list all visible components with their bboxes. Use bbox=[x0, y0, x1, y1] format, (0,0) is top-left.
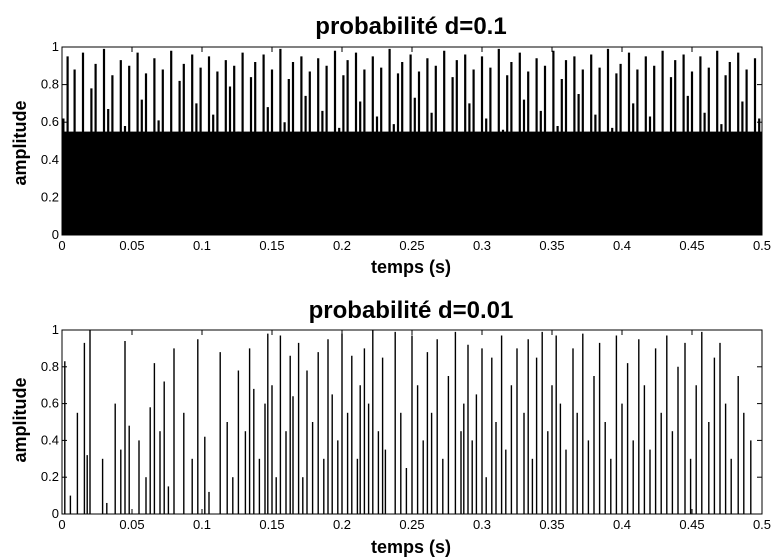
x-tick-label: 0 bbox=[58, 238, 65, 253]
y-tick-label: 1 bbox=[52, 39, 59, 54]
y-tick-label: 0 bbox=[52, 227, 59, 242]
y-tick-label: 0.8 bbox=[41, 77, 59, 92]
x-tick-label: 0.05 bbox=[119, 238, 144, 253]
chart-bottom: probabilité d=0.01 amplitude temps (s) 0… bbox=[10, 297, 771, 557]
y-tick-label: 0.8 bbox=[41, 359, 59, 374]
y-tick-label: 0 bbox=[52, 506, 59, 521]
x-tick-label: 0.3 bbox=[473, 517, 491, 532]
y-tick-label: 0.6 bbox=[41, 114, 59, 129]
x-tick-label: 0.1 bbox=[193, 517, 211, 532]
x-axis-label: temps (s) bbox=[371, 537, 451, 557]
x-tick-label: 0.15 bbox=[259, 517, 284, 532]
x-tick-label: 0.2 bbox=[333, 238, 351, 253]
y-tick-label: 0.2 bbox=[41, 469, 59, 484]
y-tick-label: 1 bbox=[52, 322, 59, 337]
x-tick-label: 0.25 bbox=[399, 238, 424, 253]
y-tick-label: 0.6 bbox=[41, 396, 59, 411]
y-axis-label: amplitude bbox=[10, 100, 30, 185]
x-tick-label: 0.35 bbox=[539, 238, 564, 253]
x-tick-label: 0.5 bbox=[753, 238, 771, 253]
x-tick-label: 0.05 bbox=[119, 517, 144, 532]
x-tick-label: 0.3 bbox=[473, 238, 491, 253]
plot-area: 0 0.05 0.1 0.15 0.2 0.25 0.3 0.35 0.4 0.45 0.5 0 0.2… bbox=[41, 322, 771, 532]
y-axis-label: amplitude bbox=[10, 377, 30, 462]
x-tick-label: 0.25 bbox=[399, 517, 424, 532]
x-tick-label: 0.4 bbox=[613, 238, 631, 253]
x-tick-label: 0 bbox=[58, 517, 65, 532]
y-tick-label: 0.4 bbox=[41, 152, 59, 167]
x-tick-label: 0.4 bbox=[613, 517, 631, 532]
x-tick-label: 0.45 bbox=[679, 517, 704, 532]
x-tick-label: 0.15 bbox=[259, 238, 284, 253]
x-tick-label: 0.2 bbox=[333, 517, 351, 532]
y-tick-label: 0.4 bbox=[41, 432, 59, 447]
x-tick-label: 0.1 bbox=[193, 238, 211, 253]
y-tick-label: 0.2 bbox=[41, 189, 59, 204]
chart-title: probabilité d=0.1 bbox=[315, 13, 506, 40]
chart-title: probabilité d=0.01 bbox=[309, 297, 514, 324]
x-tick-label: 0.35 bbox=[539, 517, 564, 532]
plot-area: 0 0.05 0.1 0.15 0.2 0.25 0.3 0.35 0.4 0.45 0.5 0 0.2… bbox=[41, 39, 771, 253]
x-tick-label: 0.5 bbox=[753, 517, 771, 532]
x-tick-label: 0.45 bbox=[679, 238, 704, 253]
x-axis-label: temps (s) bbox=[371, 257, 451, 277]
